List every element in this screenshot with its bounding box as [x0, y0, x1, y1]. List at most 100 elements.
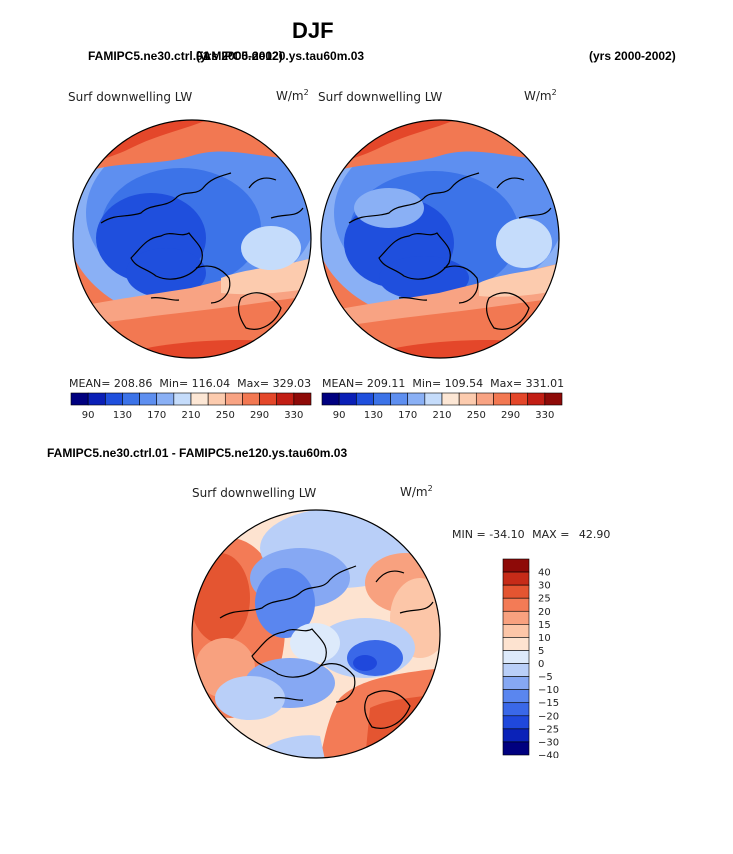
- colorbar3-swatch-12: [502, 715, 530, 730]
- colorbar1-tick-330: 330: [284, 410, 303, 421]
- colorbar2-swatch-10: [493, 392, 511, 406]
- colorbar2-tick-130: 130: [364, 410, 383, 421]
- years-right: (yrs 2000-2002): [589, 49, 676, 63]
- colorbar3-swatch-3: [502, 597, 530, 612]
- colorbar3-tick-11: −20: [538, 711, 559, 722]
- panel1-mean-label: MEAN=: [69, 377, 111, 390]
- diff-map-border: [191, 509, 441, 759]
- map1-coastlines: [100, 172, 304, 330]
- colorbar1-swatch-4: [139, 392, 158, 406]
- panel1-mean: 208.86: [113, 377, 153, 390]
- colorbar3-swatch-11: [502, 702, 530, 717]
- colorbar2-swatch-4: [390, 392, 409, 406]
- colorbar2-swatch-0: [321, 392, 340, 406]
- colorbar3-swatch-14: [502, 741, 530, 756]
- colorbar1-tick-170: 170: [147, 410, 166, 421]
- colorbar1-swatch-3: [122, 392, 140, 406]
- colorbar3-swatch-5: [502, 624, 530, 638]
- colorbar2-tick-290: 290: [501, 410, 520, 421]
- colorbar3-swatch-8: [502, 663, 530, 677]
- panel1-max: 329.03: [272, 377, 312, 390]
- panel3-units: W/m2: [400, 484, 433, 499]
- colorbar2-tick-90: 90: [333, 410, 346, 421]
- colorbar1-tick-90: 90: [82, 410, 95, 421]
- map-panel-difference: [191, 509, 441, 759]
- colorbar2-swatch-2: [355, 392, 374, 406]
- panel2-units: W/m2: [524, 88, 557, 103]
- map2-border: [320, 119, 560, 359]
- panel2-stats: MEAN= 209.11 Min= 109.54 Max= 331.01: [322, 377, 564, 390]
- colorbar1-swatch-12: [276, 392, 295, 406]
- colorbar1-swatch-9: [224, 392, 243, 406]
- colorbar1-tick-130: 130: [113, 410, 132, 421]
- colorbar3-swatch-6: [502, 637, 530, 651]
- panel1-units: W/m2: [276, 88, 309, 103]
- colorbar2-swatch-7: [441, 392, 460, 406]
- colorbar-difference: 40 30 25 20 15 10 5 0 −5 −10 −15 −20 −25 −30 −40: [502, 558, 559, 759]
- colorbar1-tick-250: 250: [216, 410, 235, 421]
- map-panel-2: [320, 119, 560, 359]
- colorbar2-swatch-5: [407, 392, 426, 406]
- panel3-minmax: MIN = -34.10 MAX = 42.90: [452, 528, 610, 541]
- page-title: DJF: [292, 18, 334, 43]
- diff-coastlines: [219, 565, 434, 729]
- colorbar1-swatch-11: [259, 392, 278, 406]
- colorbar2-tick-330: 330: [535, 410, 554, 421]
- panel2-mean: 209.11: [366, 377, 406, 390]
- colorbar2-swatch-6: [424, 392, 443, 406]
- colorbar3-tick-9: −10: [538, 685, 559, 696]
- colorbar2-swatch-12: [527, 392, 546, 406]
- colorbar3-swatch-13: [502, 728, 530, 743]
- colorbar1-swatch-0: [70, 392, 89, 406]
- colorbar3-tick-4: 15: [538, 620, 551, 631]
- colorbar3-swatch-2: [502, 584, 530, 599]
- panel2-mean-label: MEAN=: [322, 377, 364, 390]
- colorbar-panel-2: 90130170210250290330370: [321, 392, 563, 421]
- colorbar3-tick-8: −5: [538, 672, 553, 683]
- map2-coastlines: [348, 172, 552, 330]
- colorbar3-tick-3: 20: [538, 607, 551, 618]
- colorbar2-swatch-8: [458, 392, 477, 406]
- colorbar3-tick-6: 5: [538, 646, 544, 657]
- map-panel-1: [72, 119, 312, 359]
- colorbar1-swatch-8: [207, 392, 226, 406]
- colorbar3-swatch-4: [502, 610, 530, 625]
- panel2-max-label: Max=: [490, 377, 523, 390]
- colorbar3-swatch-9: [502, 676, 530, 690]
- panel3-min-label: MIN =: [452, 528, 486, 541]
- colorbar1-tick-210: 210: [181, 410, 200, 421]
- colorbar2-swatch-11: [510, 392, 529, 406]
- colorbar1-swatch-1: [87, 392, 106, 406]
- colorbar3-tick-13: −30: [538, 737, 559, 748]
- map1-border: [72, 119, 312, 359]
- panel1-max-label: Max=: [237, 377, 270, 390]
- case-name-right: FAMIPC5.ne120.ys.tau60m.03: [196, 49, 365, 63]
- colorbar1-swatch-7: [190, 392, 209, 406]
- years-left: (yrs 2000-2002): [196, 49, 283, 63]
- panel2-max: 331.01: [525, 377, 565, 390]
- colorbar2-swatch-9: [475, 392, 494, 406]
- colorbar3-tick-12: −25: [538, 724, 559, 735]
- colorbar1-tick-290: 290: [250, 410, 269, 421]
- colorbar3-swatch-1: [502, 571, 530, 586]
- panel2-min: 109.54: [444, 377, 484, 390]
- panel2-variable: Surf downwelling LW: [318, 90, 443, 104]
- colorbar2-tick-170: 170: [398, 410, 417, 421]
- colorbar2-tick-210: 210: [432, 410, 451, 421]
- colorbar3-tick-14: −40: [538, 751, 559, 759]
- colorbar3-swatch-7: [502, 650, 530, 664]
- panel2-min-label: Min=: [412, 377, 442, 390]
- colorbar3-tick-0: 40: [538, 568, 551, 579]
- colorbar3-tick-10: −15: [538, 698, 559, 709]
- colorbar1-swatch-6: [173, 392, 192, 406]
- colorbar1-swatch-2: [104, 392, 123, 406]
- panel3-min: -34.10: [489, 528, 525, 541]
- colorbar3-tick-5: 10: [538, 633, 551, 644]
- colorbar2-swatch-1: [338, 392, 357, 406]
- colorbar3-tick-7: 0: [538, 659, 544, 670]
- panel1-min: 116.04: [191, 377, 231, 390]
- panel1-min-label: Min=: [159, 377, 189, 390]
- colorbar3-tick-2: 25: [538, 594, 551, 605]
- colorbar1-swatch-10: [242, 392, 260, 406]
- difference-title: FAMIPC5.ne30.ctrl.01 - FAMIPC5.ne120.ys.…: [47, 446, 348, 460]
